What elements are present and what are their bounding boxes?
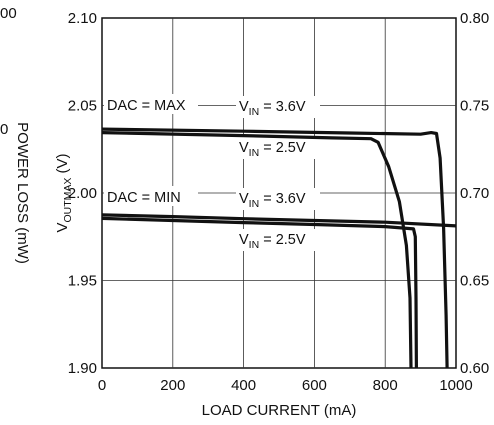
annotation-vin-3-6-top: VIN = 3.6V — [239, 99, 306, 118]
y-tick-label-left: 2.00 — [68, 185, 97, 202]
annotation-vin-2-5-bottom: VIN = 2.5V — [239, 232, 306, 251]
label-bg-dac-min — [104, 186, 198, 206]
x-tick-label: 400 — [231, 377, 256, 394]
x-tick-label: 200 — [160, 377, 185, 394]
y-tick-label-left: 1.90 — [68, 360, 97, 377]
annotation-vin-3-6-bottom: VIN = 3.6V — [239, 191, 306, 210]
x-axis-title: LOAD CURRENT (mA) — [202, 402, 357, 419]
annotation-dac-max: DAC = MAX — [107, 98, 186, 114]
label-bg-vin36-bot — [236, 188, 320, 210]
series-group — [101, 127, 457, 369]
x-tick-label: 600 — [302, 377, 327, 394]
y-tick-label-left: 1.95 — [68, 273, 97, 290]
series-line — [101, 216, 418, 369]
series-line — [101, 213, 457, 228]
y-tick-label-left: 2.10 — [68, 10, 97, 27]
y-tick-label-right: 0.80 — [460, 10, 489, 27]
y-tick-label-right: 0.60 — [460, 360, 489, 377]
clipped-label-left-mid: 0 — [0, 121, 8, 138]
tick-labels: 0 200 400 600 800 1000 1.90 1.95 2.00 2.05 2.10 0.6… — [68, 10, 489, 394]
annotation-dac-min: DAC = MIN — [107, 190, 181, 206]
annotation-vin-2-5-top: VIN = 2.5V — [239, 140, 306, 159]
x-tick-label: 1000 — [439, 377, 472, 394]
label-bg-dac-max — [104, 94, 198, 114]
y-tick-label-right: 0.65 — [460, 273, 489, 290]
y-tick-label-right: 0.75 — [460, 98, 489, 115]
x-tick-label: 800 — [373, 377, 398, 394]
series-line — [101, 131, 413, 369]
series-line — [101, 127, 449, 369]
y-tick-label-left: 2.05 — [68, 98, 97, 115]
label-bg-vin25-bot — [236, 229, 320, 251]
clipped-label-top-left: 00 — [0, 5, 17, 22]
label-bg-vin25-top — [236, 137, 320, 159]
y-tick-label-right: 0.70 — [460, 185, 489, 202]
y-axis-title-right: POWER LOSS (mW) — [14, 122, 31, 264]
label-bg-vin36-top — [236, 96, 320, 118]
x-tick-label: 0 — [98, 377, 106, 394]
y-axis-title-left: VOUTMAX (V) — [54, 153, 74, 232]
